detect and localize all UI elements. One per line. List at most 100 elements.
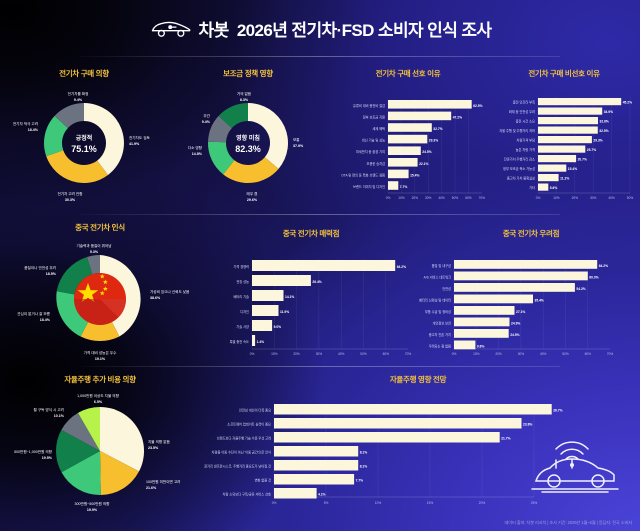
donut-ev-purchase-intent: 긍정적 75.1% 전기차도 검토 41.9% 전기차 고려 안함 30.3% … — [13, 91, 151, 202]
bar-6 — [454, 329, 509, 338]
barchart-ev-preference-reasons: 유류비 대비 충전비 절감 정부 보조금 지원 세제 혜택 최신 기술 및 성능… — [341, 99, 485, 200]
bar-7 — [454, 340, 476, 350]
panel-title: 자율주행 추가 비용 의향 — [64, 375, 136, 384]
xtick-1: 10% — [398, 196, 405, 200]
bar-value-2: 32.6% — [600, 120, 609, 124]
panel-title: 중국 전기차 매력점 — [282, 229, 340, 238]
xtick-4: 40% — [540, 352, 547, 356]
bar-4 — [538, 136, 592, 144]
barchart-ev-nonpreference-reasons: 충전 인프라 부족 화재 등 안전성 우려 충전 시간 소요 겨울 주행 및 주… — [499, 97, 634, 200]
slice-value-2: 14.8% — [192, 152, 203, 156]
slice-label-0: 가성비 있으나 신뢰도 낮음 — [150, 289, 190, 294]
bar-value-7: 15.4% — [568, 167, 577, 171]
slice-value-3: 9.4% — [74, 98, 83, 102]
bar-2 — [388, 123, 432, 132]
bar-8 — [538, 174, 559, 182]
donut-slice-1 — [46, 150, 108, 183]
pie-slice-2 — [61, 451, 101, 496]
panel-title: 전기차 구매 비선호 이유 — [528, 69, 600, 78]
connected-car-icon — [531, 441, 619, 493]
brand-logo: 차봇 — [149, 16, 229, 41]
bar-label-5: 특별 충전 속도 — [230, 339, 249, 344]
bar-label-1: A/S 서비스 네트워크 — [424, 275, 452, 280]
panel-ev-nonpreference-reasons: 전기차 구매 비선호 이유 충전 인프라 부족 — [490, 68, 638, 210]
bar-label-5: 변화 없을 것 — [255, 478, 272, 483]
row2-divider — [80, 366, 560, 367]
slice-value-2: 18.4% — [40, 318, 51, 322]
bar-0 — [252, 260, 396, 271]
panel-autonomous-outlook: 자율주행 영향 전망 안전성 개선이 더욱 중요 소프트웨어 업데이트 능력이 … — [198, 374, 638, 514]
bar-value-5: 25.7% — [587, 148, 596, 152]
bar-value-2: 21.7% — [501, 437, 510, 441]
bar-value-3: 35.4% — [535, 299, 544, 303]
bar-label-2: 세제 혜택 — [372, 126, 385, 131]
bar-5 — [538, 145, 586, 153]
panel-china-ev-perception: 중국 전기차 인식 가성 — [8, 222, 192, 366]
panel-ev-preference-reasons: 전기차 구매 선호 이유 유류비 대비 충전비 절감 정 — [330, 68, 486, 210]
panel-title: 전기차 구매 의향 — [59, 69, 109, 78]
bar-value-0: 64.2% — [599, 264, 608, 268]
donut-slice-0 — [84, 103, 124, 175]
xtick-5: 50% — [627, 196, 634, 200]
bar-value-1: 23.8% — [523, 423, 532, 427]
slice-label-2: 관심이 없거나 잘 모름 — [17, 311, 50, 316]
bar-value-4: 24.5% — [422, 150, 431, 154]
bar-5 — [454, 317, 510, 327]
xtick-4: 40% — [608, 196, 615, 200]
xtick-7: 70% — [405, 352, 412, 356]
panel-autonomous-extra-cost: 자율주행 추가 비용 의향 지불 의향 없음 23.5% 100만원 미만이면 … — [8, 374, 192, 514]
slice-label-3: 무관 — [203, 113, 210, 118]
bar-value-8: 11.2% — [560, 177, 569, 181]
bar-label-5: 조용한 승차감 — [367, 161, 386, 166]
slice-label-4: 거의 없음 — [237, 91, 252, 96]
bar-label-6: 중고차 잔존 가치 — [429, 332, 451, 337]
brand-name: 차봇 — [198, 20, 230, 40]
xtick-2: 20% — [572, 196, 579, 200]
bar-2 — [454, 283, 575, 292]
bar-label-8: 중고차 가치 불확실성 — [507, 176, 535, 181]
bar-value-2: 14.1% — [285, 295, 294, 299]
xtick-5: 25% — [531, 501, 538, 505]
slice-value-1: 19.1% — [95, 357, 106, 361]
panel-title: 중국 전기차 우려점 — [502, 229, 560, 238]
bar-0 — [454, 260, 598, 269]
bar-value-4: 29.3% — [593, 139, 602, 143]
bar-value-5: 1.4% — [257, 340, 265, 344]
china-flag-icon — [74, 273, 126, 325]
donut-slice-3 — [56, 257, 93, 295]
bar-value-7: 7.7% — [400, 185, 408, 189]
bar-label-7: 브랜드 이미지 및 디자인 — [353, 184, 385, 189]
bar-4 — [388, 146, 421, 155]
bar-value-9: 5.6% — [550, 186, 558, 190]
bar-value-7: 9.6% — [477, 345, 485, 349]
bar-label-2: 브랜드보다 자율주행 기술 수준 우선 고려 — [217, 436, 271, 441]
bar-3 — [538, 126, 598, 134]
slice-label-0: 보통 — [293, 137, 300, 142]
bar-label-4: 기술 사양 — [236, 324, 249, 329]
donut-slice-3 — [54, 103, 84, 129]
panel-ev-purchase-intent: 전기차 구매 의향 긍정적 75.1% 전기차도 검토 41.9% 전기차 고려… — [4, 68, 164, 210]
bar-label-2: 배터리 기술 — [233, 294, 249, 299]
xtick-6: 60% — [585, 352, 592, 356]
donut-slice-4 — [87, 255, 100, 275]
xtick-0: 0% — [536, 196, 541, 200]
bar-label-6: OTA 및 편의 등 특화 브랜드 경험 — [341, 172, 385, 177]
slice-label-1: 전기차 고려 안함 — [57, 191, 83, 196]
pie-slice-4 — [61, 412, 100, 451]
bar-label-3: 배터리 신뢰성 및 데이터 — [419, 298, 451, 303]
bar-0 — [388, 100, 472, 109]
slice-value-0: 37.9% — [293, 144, 304, 148]
donut-china-ev-perception: 가성비 있으나 신뢰도 낮음 38.6% 가격 대비 성능은 우수 19.1% … — [17, 243, 190, 361]
bar-label-0: 품질 및 내구성 — [432, 263, 451, 268]
xtick-5: 50% — [360, 352, 367, 356]
xtick-6: 60% — [383, 352, 390, 356]
slice-label-1: 100만원 미만이면 고려 — [146, 479, 180, 484]
bar-7 — [538, 164, 567, 172]
bar-label-0: 안전성 개선이 더욱 중요 — [239, 408, 271, 413]
slice-label-0: 전기차도 검토 — [129, 135, 151, 140]
bar-1 — [252, 275, 311, 286]
xtick-3: 30% — [590, 196, 597, 200]
page-title: 2026년 전기차·FSD 소비자 인식 조사 — [236, 20, 492, 40]
xtick-6: 60% — [465, 196, 472, 200]
bar-4 — [274, 460, 359, 471]
